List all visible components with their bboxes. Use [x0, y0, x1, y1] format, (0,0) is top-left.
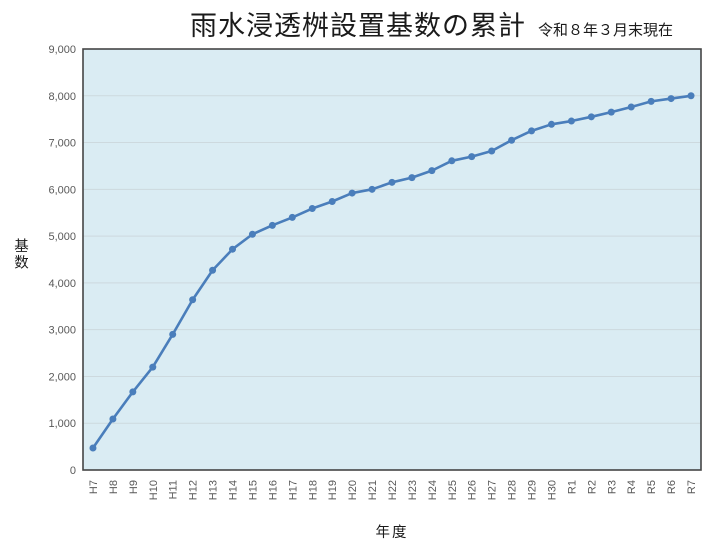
data-point: [528, 127, 536, 135]
x-tick-label: H17: [287, 480, 299, 500]
data-point: [388, 178, 396, 186]
x-axis-title: 年度: [375, 525, 409, 541]
x-tick-label: H13: [208, 480, 220, 500]
x-tick-label: R4: [626, 480, 638, 494]
x-tick-label: H25: [447, 480, 459, 500]
x-tick-label: H15: [247, 480, 259, 500]
data-point: [229, 245, 237, 253]
x-tick-label: H22: [387, 480, 399, 500]
data-point: [149, 363, 157, 371]
data-point: [248, 230, 256, 238]
x-tick-label: H20: [347, 480, 359, 500]
x-tick-label: H10: [148, 480, 160, 500]
data-point: [109, 415, 117, 423]
x-tick-label: H28: [507, 480, 519, 500]
x-tick-label: H27: [487, 480, 499, 500]
data-point: [268, 221, 276, 229]
x-tick-label: R5: [646, 480, 658, 494]
x-tick-label: H26: [467, 480, 479, 500]
y-tick-label: 4,000: [48, 278, 76, 290]
x-tick-label: H7: [88, 480, 100, 494]
x-tick-label: R3: [606, 480, 618, 494]
x-tick-label: H29: [527, 480, 539, 500]
x-tick-label: H23: [407, 480, 419, 500]
data-point: [647, 97, 655, 105]
y-tick-label: 3,000: [48, 325, 76, 337]
data-point: [567, 117, 575, 125]
x-tick-label: H18: [307, 480, 319, 500]
data-point: [428, 167, 436, 175]
plot-border: [82, 48, 702, 471]
y-tick-label: 2,000: [48, 371, 76, 383]
data-point: [328, 197, 336, 205]
data-point: [508, 136, 516, 144]
data-point: [587, 113, 595, 121]
data-point: [468, 153, 476, 161]
y-tick-label: 7,000: [48, 138, 76, 150]
data-point: [288, 213, 296, 221]
y-tick-label: 1,000: [48, 418, 76, 430]
x-tick-label: R7: [686, 480, 698, 494]
chart-title: 雨水浸透桝設置基数の累計: [190, 11, 526, 41]
data-point: [627, 103, 635, 111]
x-tick-label: H19: [327, 480, 339, 500]
data-point: [189, 296, 197, 304]
y-axis-title: 基数: [12, 238, 28, 271]
y-tick-label: 8,000: [48, 91, 76, 103]
x-tick-label: H11: [168, 480, 180, 499]
x-tick-label: R6: [666, 480, 678, 494]
data-point: [308, 205, 316, 213]
x-tick-label: R1: [566, 480, 578, 494]
x-tick-label: H21: [367, 480, 379, 500]
data-point: [209, 266, 217, 274]
data-point: [129, 388, 137, 396]
y-tick-label: 9,000: [48, 44, 76, 56]
x-tick-label: R2: [586, 480, 598, 494]
x-tick-label: H30: [546, 480, 558, 500]
chart-subtitle: 令和８年３月末現在: [538, 22, 674, 39]
x-tick-label: H24: [427, 480, 439, 500]
y-tick-label: 5,000: [48, 231, 76, 243]
data-point: [348, 189, 356, 197]
chart-header: 雨水浸透桝設置基数の累計 令和８年３月末現在: [190, 4, 673, 43]
data-point: [368, 185, 376, 193]
data-point: [488, 147, 496, 155]
x-tick-label: H16: [267, 480, 279, 500]
x-tick-label: H8: [108, 480, 120, 494]
y-tick-label: 0: [70, 465, 76, 477]
data-point: [89, 444, 97, 452]
data-point: [607, 108, 615, 116]
x-tick-label: H14: [228, 480, 240, 500]
data-point: [448, 157, 456, 165]
data-point: [687, 92, 695, 100]
plot-area: [83, 49, 701, 470]
data-point: [408, 174, 416, 182]
data-point: [169, 330, 177, 338]
x-tick-label: H12: [188, 480, 200, 500]
x-tick-label: H9: [128, 480, 140, 494]
y-tick-label: 6,000: [48, 184, 76, 196]
data-point: [547, 120, 555, 128]
data-point: [667, 95, 675, 103]
